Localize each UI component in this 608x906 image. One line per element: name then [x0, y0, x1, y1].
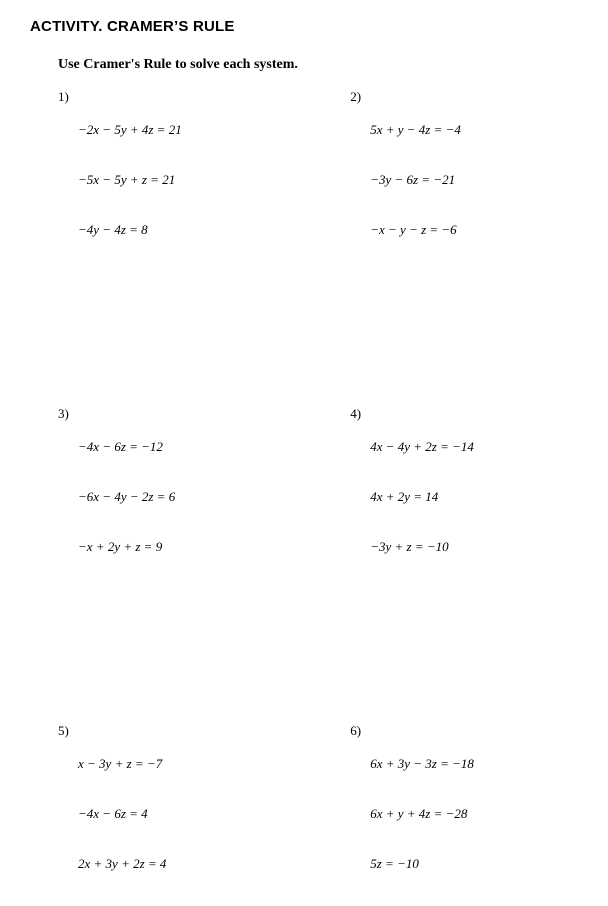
- equation: 2x + 3y + 2z = 4: [78, 856, 166, 873]
- problem-number: 6): [350, 723, 370, 740]
- problem-row: 3) −4x − 6z = −12 −6x − 4y − 2z = 6 −x +…: [58, 406, 584, 589]
- equations: −4x − 6z = −12 −6x − 4y − 2z = 6 −x + 2y…: [78, 406, 175, 589]
- equations: 6x + 3y − 3z = −18 6x + y + 4z = −28 5z …: [370, 723, 474, 906]
- equation: 5x + y − 4z = −4: [370, 122, 461, 139]
- problem-3: 3) −4x − 6z = −12 −6x − 4y − 2z = 6 −x +…: [58, 406, 350, 589]
- equation: −x − y − z = −6: [370, 222, 461, 239]
- problems-grid: 1) −2x − 5y + 4z = 21 −5x − 5y + z = 21 …: [58, 89, 584, 906]
- problem-6: 6) 6x + 3y − 3z = −18 6x + y + 4z = −28 …: [350, 723, 584, 906]
- equation: 4x − 4y + 2z = −14: [370, 439, 474, 456]
- equations: −2x − 5y + 4z = 21 −5x − 5y + z = 21 −4y…: [78, 89, 182, 272]
- problem-number: 1): [58, 89, 78, 106]
- activity-title: ACTIVITY. CRAMER’S RULE: [30, 18, 584, 35]
- equations: 4x − 4y + 2z = −14 4x + 2y = 14 −3y + z …: [370, 406, 474, 589]
- equation: −4y − 4z = 8: [78, 222, 182, 239]
- equation: 5z = −10: [370, 856, 474, 873]
- equation: −6x − 4y − 2z = 6: [78, 489, 175, 506]
- equation: 6x + 3y − 3z = −18: [370, 756, 474, 773]
- equation: 4x + 2y = 14: [370, 489, 474, 506]
- problem-number: 5): [58, 723, 78, 740]
- problem-1: 1) −2x − 5y + 4z = 21 −5x − 5y + z = 21 …: [58, 89, 350, 272]
- problem-row: 5) x − 3y + z = −7 −4x − 6z = 4 2x + 3y …: [58, 723, 584, 906]
- equation: −4x − 6z = 4: [78, 806, 166, 823]
- equation: −3y + z = −10: [370, 539, 474, 556]
- problem-row: 1) −2x − 5y + 4z = 21 −5x − 5y + z = 21 …: [58, 89, 584, 272]
- equation: −3y − 6z = −21: [370, 172, 461, 189]
- problem-number: 2): [350, 89, 370, 106]
- problem-5: 5) x − 3y + z = −7 −4x − 6z = 4 2x + 3y …: [58, 723, 350, 906]
- worksheet-page: ACTIVITY. CRAMER’S RULE Use Cramer's Rul…: [0, 0, 608, 596]
- problem-number: 3): [58, 406, 78, 423]
- equation: −4x − 6z = −12: [78, 439, 175, 456]
- equation: −5x − 5y + z = 21: [78, 172, 182, 189]
- equation: −2x − 5y + 4z = 21: [78, 122, 182, 139]
- problem-4: 4) 4x − 4y + 2z = −14 4x + 2y = 14 −3y +…: [350, 406, 584, 589]
- equations: 5x + y − 4z = −4 −3y − 6z = −21 −x − y −…: [370, 89, 461, 272]
- problem-2: 2) 5x + y − 4z = −4 −3y − 6z = −21 −x − …: [350, 89, 584, 272]
- equation: x − 3y + z = −7: [78, 756, 166, 773]
- equations: x − 3y + z = −7 −4x − 6z = 4 2x + 3y + 2…: [78, 723, 166, 906]
- instruction-text: Use Cramer's Rule to solve each system.: [58, 57, 584, 73]
- equation: 6x + y + 4z = −28: [370, 806, 474, 823]
- problem-number: 4): [350, 406, 370, 423]
- equation: −x + 2y + z = 9: [78, 539, 175, 556]
